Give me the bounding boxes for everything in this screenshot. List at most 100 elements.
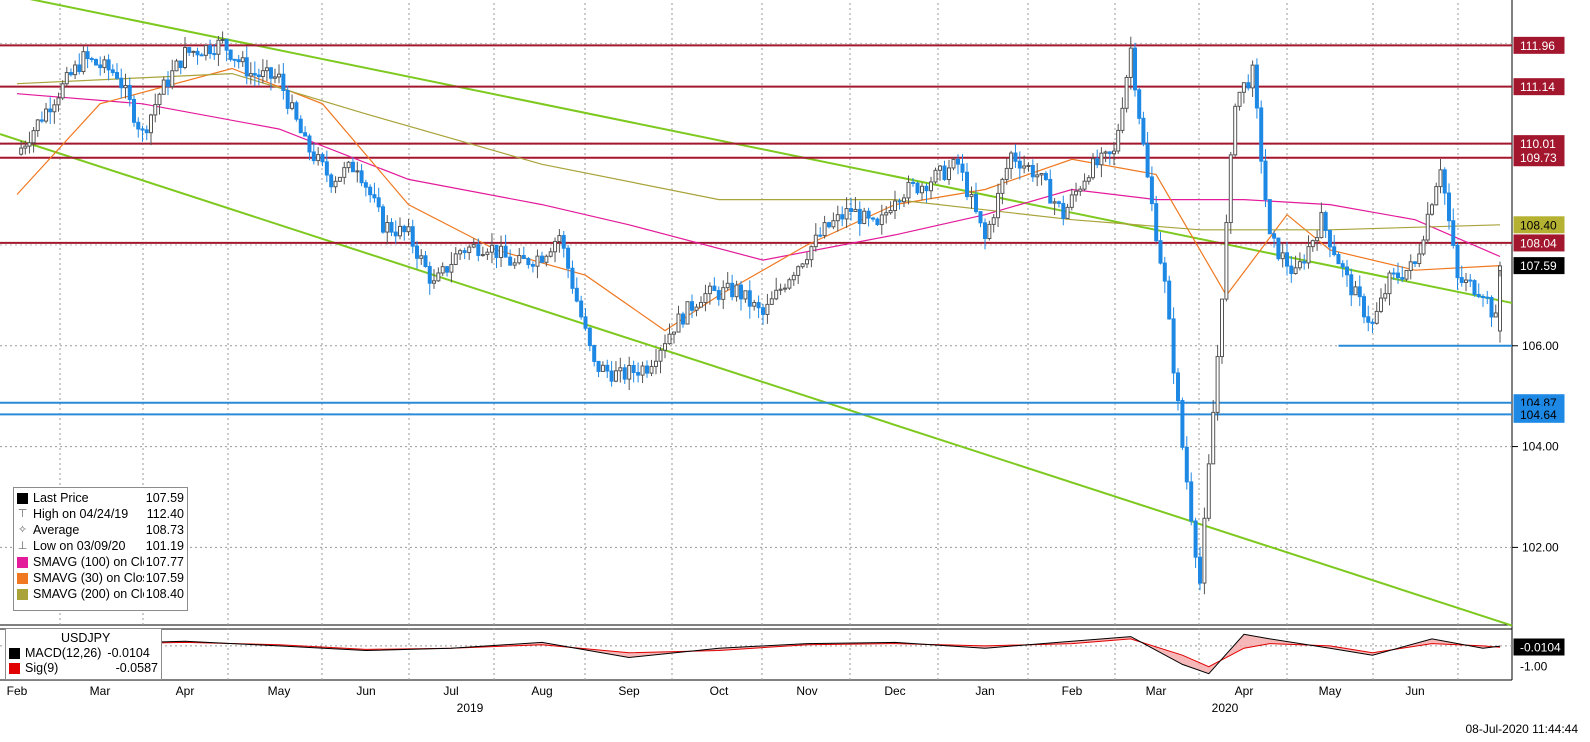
candle-body xyxy=(1022,165,1027,169)
candle-body xyxy=(119,77,124,89)
candle-body xyxy=(166,79,170,87)
candle-body xyxy=(268,67,273,79)
candle-body xyxy=(449,263,454,273)
legend-label: SMAVG (200) on Close xyxy=(33,587,144,601)
candle-body xyxy=(540,255,544,263)
candle-body xyxy=(244,57,249,77)
candle-body xyxy=(64,72,69,85)
candle-body xyxy=(1241,82,1246,93)
legend-value: 108.73 xyxy=(145,523,184,537)
candle-body xyxy=(991,217,996,225)
candle-body xyxy=(1180,400,1185,448)
candle-body xyxy=(1137,89,1142,119)
legend-low-icon: ⊥ xyxy=(17,539,28,552)
candle-body xyxy=(445,266,450,273)
candle-body xyxy=(1447,192,1451,222)
candle-body xyxy=(174,60,179,72)
candle-body xyxy=(316,154,321,162)
candle-body xyxy=(902,197,906,203)
candle-body xyxy=(965,171,969,198)
candle-body xyxy=(548,251,553,257)
candle-body xyxy=(690,301,694,311)
candle-body xyxy=(1013,152,1018,162)
candle-body xyxy=(320,154,325,163)
candle-body xyxy=(1391,272,1396,275)
candle-body xyxy=(1017,160,1022,169)
candle-body xyxy=(956,158,960,165)
candle-body xyxy=(1263,160,1268,201)
candle-body xyxy=(996,192,1001,219)
candle-body xyxy=(1116,129,1121,152)
legend-value: 107.59 xyxy=(145,491,184,505)
legend-avg-icon: ✧ xyxy=(17,523,28,536)
candle-body xyxy=(294,102,299,120)
candle-body xyxy=(220,38,225,41)
candle-body xyxy=(248,73,253,77)
macd-tag xyxy=(1513,657,1565,675)
candle-body xyxy=(462,250,467,254)
candles xyxy=(19,31,1502,595)
candle-body xyxy=(787,279,792,289)
candle-body xyxy=(596,360,601,372)
candle-body xyxy=(385,222,390,233)
candle-body xyxy=(1112,150,1116,155)
candle-body xyxy=(1065,206,1070,219)
candle-body xyxy=(453,253,458,265)
candle-body xyxy=(712,285,717,292)
price-tag xyxy=(1513,216,1565,234)
candle-body xyxy=(285,90,290,109)
legend-row: ⊤ High on 04/24/19 112.40 xyxy=(17,506,184,522)
candle-body xyxy=(1357,286,1362,298)
candle-body xyxy=(783,287,787,290)
candle-body xyxy=(1086,177,1091,182)
candle-body xyxy=(106,59,111,71)
candle-body xyxy=(530,264,535,267)
candle-body xyxy=(676,313,681,333)
candle-body xyxy=(1158,240,1163,264)
candle-body xyxy=(553,240,558,253)
candle-body xyxy=(132,98,136,123)
macd-line xyxy=(16,633,1501,675)
candle-body xyxy=(707,285,712,295)
candle-body xyxy=(1220,298,1224,358)
candle-body xyxy=(359,170,364,184)
candle-body xyxy=(1289,265,1294,275)
candle-body xyxy=(605,364,610,372)
candle-body xyxy=(508,256,513,266)
month-label: May xyxy=(268,684,291,698)
candle-body xyxy=(423,255,428,268)
candle-body xyxy=(1400,277,1405,280)
candle-body xyxy=(924,185,929,192)
price-tag xyxy=(1513,234,1565,252)
candle-body xyxy=(1327,229,1332,248)
candle-body xyxy=(640,365,645,376)
candle-body xyxy=(77,64,82,73)
price-tag-label: 111.14 xyxy=(1520,80,1555,94)
candle-body xyxy=(947,167,951,180)
month-label: Feb xyxy=(1062,684,1083,698)
candle-body xyxy=(1345,266,1349,276)
candle-body xyxy=(203,45,208,56)
candle-body xyxy=(920,185,924,194)
candle-body xyxy=(1353,286,1358,296)
candle-body xyxy=(618,367,623,372)
candle-body xyxy=(884,212,889,216)
candle-body xyxy=(960,163,965,173)
candle-body xyxy=(906,181,911,199)
candle-body xyxy=(178,60,183,69)
month-label: Nov xyxy=(796,684,817,698)
candle-body xyxy=(471,244,476,248)
candle-body xyxy=(240,57,245,63)
candle-body xyxy=(1413,261,1417,265)
candle-body xyxy=(1297,261,1302,269)
month-label: Apr xyxy=(1235,684,1254,698)
candle-body xyxy=(752,302,757,307)
candle-body xyxy=(342,167,347,178)
candle-body xyxy=(636,371,641,376)
candle-body xyxy=(1417,253,1422,265)
candle-body xyxy=(871,217,875,220)
price-tag-label: 110.01 xyxy=(1520,137,1556,151)
price-tag-label: 104.64 xyxy=(1520,408,1557,422)
